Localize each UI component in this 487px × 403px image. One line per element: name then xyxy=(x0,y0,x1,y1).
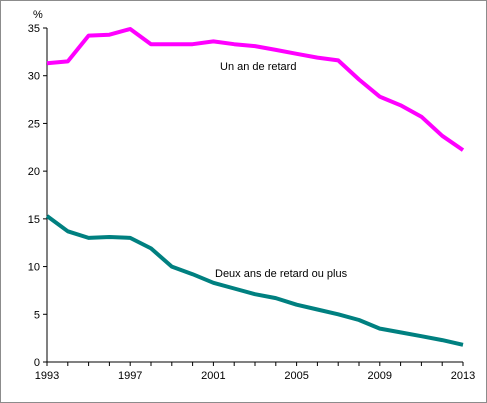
series-label-deux-ans-de-retard-ou-plus: Deux ans de retard ou plus xyxy=(215,268,348,280)
y-tick-label: 15 xyxy=(28,214,40,226)
x-tick-label: 2013 xyxy=(451,370,475,382)
x-tick-label: 2001 xyxy=(201,370,225,382)
y-tick-label: 10 xyxy=(28,262,40,274)
series-label-un-an-de-retard: Un an de retard xyxy=(220,61,296,73)
series-labels: Un an de retard Deux ans de retard ou plu… xyxy=(215,61,348,280)
y-axis-ticks: 0 5 10 15 20 25 30 35 xyxy=(28,23,47,369)
series-line-un-an-de-retard xyxy=(46,27,465,152)
y-tick-label: 25 xyxy=(28,118,40,130)
series-line-deux-ans-de-retard-ou-plus xyxy=(45,214,464,347)
x-tick-label: 2009 xyxy=(368,370,392,382)
y-tick-label: 30 xyxy=(28,71,40,83)
y-tick-label: 5 xyxy=(34,309,40,321)
x-tick-label: 1997 xyxy=(118,370,142,382)
series-lines xyxy=(45,27,465,347)
y-tick-label: 0 xyxy=(34,357,40,369)
x-tick-label: 2005 xyxy=(284,370,308,382)
x-tick-label: 1993 xyxy=(35,370,59,382)
y-tick-label: 35 xyxy=(28,23,40,35)
x-axis-ticks: 1993 1997 2001 2005 2009 2013 xyxy=(35,362,475,382)
y-axis-unit: % xyxy=(33,9,43,21)
y-tick-label: 20 xyxy=(28,166,40,178)
